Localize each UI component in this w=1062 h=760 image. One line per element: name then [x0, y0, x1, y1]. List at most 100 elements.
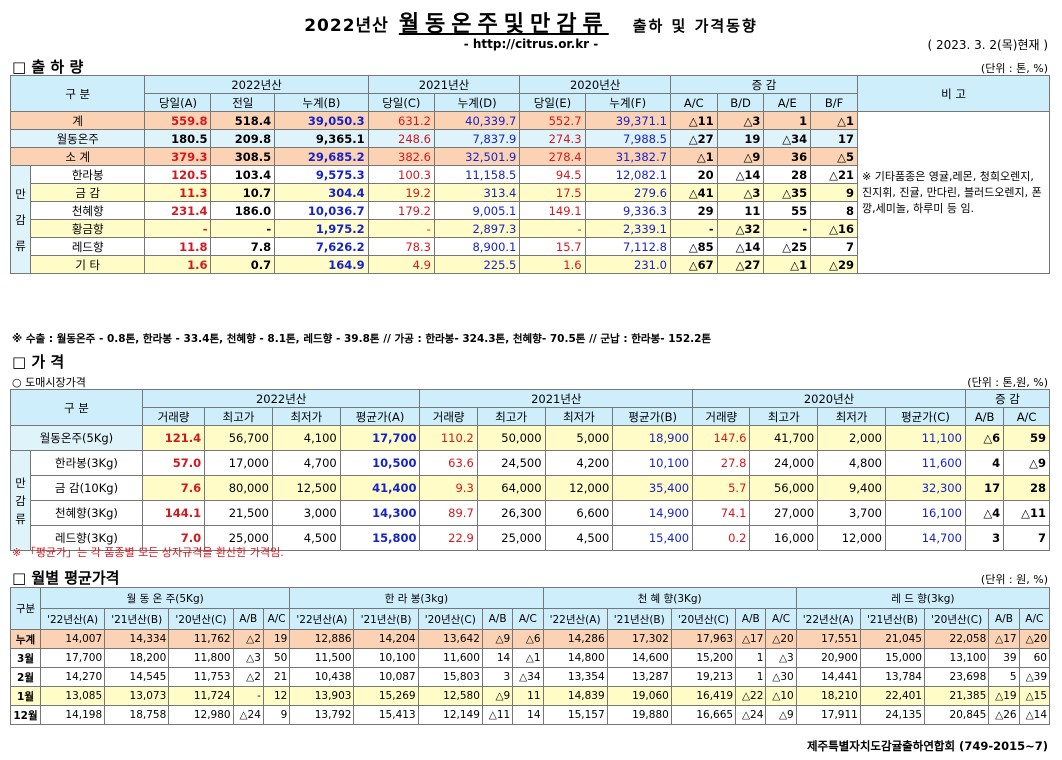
- value-cell: -: [367, 219, 435, 238]
- value-cell: 382.6: [367, 147, 435, 166]
- value-cell: 17: [810, 129, 858, 148]
- header-cell: 평균가(C): [884, 407, 966, 426]
- value-cell: 15,269: [353, 686, 419, 706]
- value-cell: △20: [765, 629, 797, 649]
- season-label: 2022년산: [304, 16, 389, 36]
- value-cell: 10,438: [289, 667, 355, 687]
- header-cell: 평균가(B): [612, 407, 694, 426]
- value-cell: 1,975.2: [274, 219, 369, 238]
- value-cell: 10,087: [353, 667, 419, 687]
- header-cell: A/C: [1018, 608, 1051, 630]
- header-cell: 2021년산: [419, 389, 694, 408]
- value-cell: 32,501.9: [433, 147, 521, 166]
- value-cell: 12,000: [817, 525, 886, 551]
- value-cell: 20,845: [923, 705, 990, 725]
- value-cell: 121.4: [141, 425, 206, 451]
- value-cell: 12: [262, 686, 291, 706]
- value-cell: △11: [481, 705, 514, 725]
- value-cell: -: [669, 219, 718, 238]
- row-label: 월동온주: [9, 129, 146, 148]
- value-cell: 225.5: [433, 255, 521, 274]
- side-label-char: 류: [15, 238, 26, 253]
- header-cell: '21년산(B): [606, 608, 672, 630]
- value-cell: 7: [810, 237, 858, 256]
- header-cell: 증 감: [669, 75, 859, 94]
- value-cell: 10,036.7: [274, 201, 369, 220]
- value-cell: 4,800: [817, 450, 886, 476]
- value-cell: △14: [716, 165, 765, 184]
- value-cell: 24,500: [476, 450, 546, 476]
- site-url[interactable]: - http://citrus.or.kr -: [463, 37, 599, 51]
- value-cell: △1: [810, 111, 858, 130]
- value-cell: 17,700: [339, 425, 421, 451]
- header-cell: '22년산(A): [39, 608, 106, 630]
- table-row: 만 감 류 한라봉 120.5 103.4 9,575.3 100.3 11,158.5 94.5…: [10, 165, 1050, 274]
- value-cell: △17: [735, 629, 767, 649]
- value-cell: △14: [1018, 705, 1051, 725]
- value-cell: 7,112.8: [584, 237, 671, 256]
- value-cell: 7: [1003, 525, 1050, 551]
- monthly-table: 구분 월 동 온 주(5Kg) 한 라 봉(3kg) 천 혜 향(3Kg) 레 드 향(…: [10, 587, 1051, 725]
- value-cell: 3: [964, 525, 1005, 551]
- header-cell: 비 고: [857, 75, 1050, 112]
- value-cell: 9,400: [817, 475, 886, 501]
- value-cell: 19: [716, 129, 765, 148]
- header-cell: 한 라 봉(3kg): [289, 587, 544, 609]
- value-cell: 11: [512, 686, 544, 706]
- shipment-unit: (단위 : 톤, %): [980, 62, 1048, 75]
- value-cell: 14,600: [606, 648, 672, 668]
- value-cell: 12,082.1: [584, 165, 671, 184]
- value-cell: 39: [988, 648, 1020, 668]
- header-cell: A/B: [232, 608, 264, 630]
- header-cell: 레 드 향(3kg): [795, 587, 1051, 609]
- value-cell: △27: [716, 255, 765, 274]
- value-cell: △9: [765, 705, 797, 725]
- row-label: 기 타: [29, 255, 146, 274]
- page-header: 2022년산 월동온주및만감류 출하 및 가격동향: [0, 6, 1062, 38]
- value-cell: 35,400: [612, 475, 694, 501]
- value-cell: -: [763, 219, 812, 238]
- value-cell: 14,545: [104, 667, 170, 687]
- header-cell: B/D: [716, 93, 765, 112]
- value-cell: △29: [810, 255, 858, 274]
- value-cell: 3,000: [271, 500, 341, 526]
- value-cell: 186.0: [210, 201, 276, 220]
- value-cell: 13,354: [542, 667, 608, 687]
- header-cell: 증 감: [964, 389, 1051, 408]
- value-cell: 21,385: [923, 686, 990, 706]
- value-cell: 7,988.5: [584, 129, 671, 148]
- value-cell: 60: [1018, 648, 1051, 668]
- value-cell: 4,200: [544, 450, 614, 476]
- header-cell: 구분: [10, 587, 41, 630]
- value-cell: 25,000: [476, 525, 546, 551]
- value-cell: -: [232, 686, 264, 706]
- value-cell: 7,626.2: [274, 237, 369, 256]
- value-cell: △9: [481, 686, 514, 706]
- value-cell: 29,685.2: [274, 147, 369, 166]
- value-cell: 9,575.3: [274, 165, 369, 184]
- value-cell: △67: [669, 255, 718, 274]
- value-cell: 39,050.3: [274, 111, 369, 130]
- report-date: ( 2023. 3. 2(목)현재 ): [927, 38, 1048, 52]
- side-label-char: 감: [15, 493, 26, 508]
- value-cell: 5,000: [544, 425, 614, 451]
- header-cell: A/E: [763, 93, 812, 112]
- value-cell: △9: [1003, 450, 1050, 476]
- value-cell: 15.7: [519, 237, 586, 256]
- page-subtitle: 출하 및 가격동향: [632, 17, 758, 35]
- value-cell: 10,100: [612, 450, 694, 476]
- value-cell: 15,803: [417, 667, 483, 687]
- header-cell: A/C: [262, 608, 291, 630]
- value-cell: 41,700: [749, 425, 819, 451]
- header-cell: 당일(E): [519, 93, 586, 112]
- value-cell: 9,005.1: [433, 201, 521, 220]
- value-cell: △11: [669, 111, 718, 130]
- value-cell: 13,287: [606, 667, 672, 687]
- value-cell: 15,400: [612, 525, 694, 551]
- value-cell: 18,900: [612, 425, 694, 451]
- value-cell: 4.9: [367, 255, 435, 274]
- value-cell: △41: [669, 183, 718, 202]
- table-row: 만 감 류 한라봉(3Kg) 57.0 17,000 4,700 10,500 63.6 24,5…: [10, 450, 1050, 551]
